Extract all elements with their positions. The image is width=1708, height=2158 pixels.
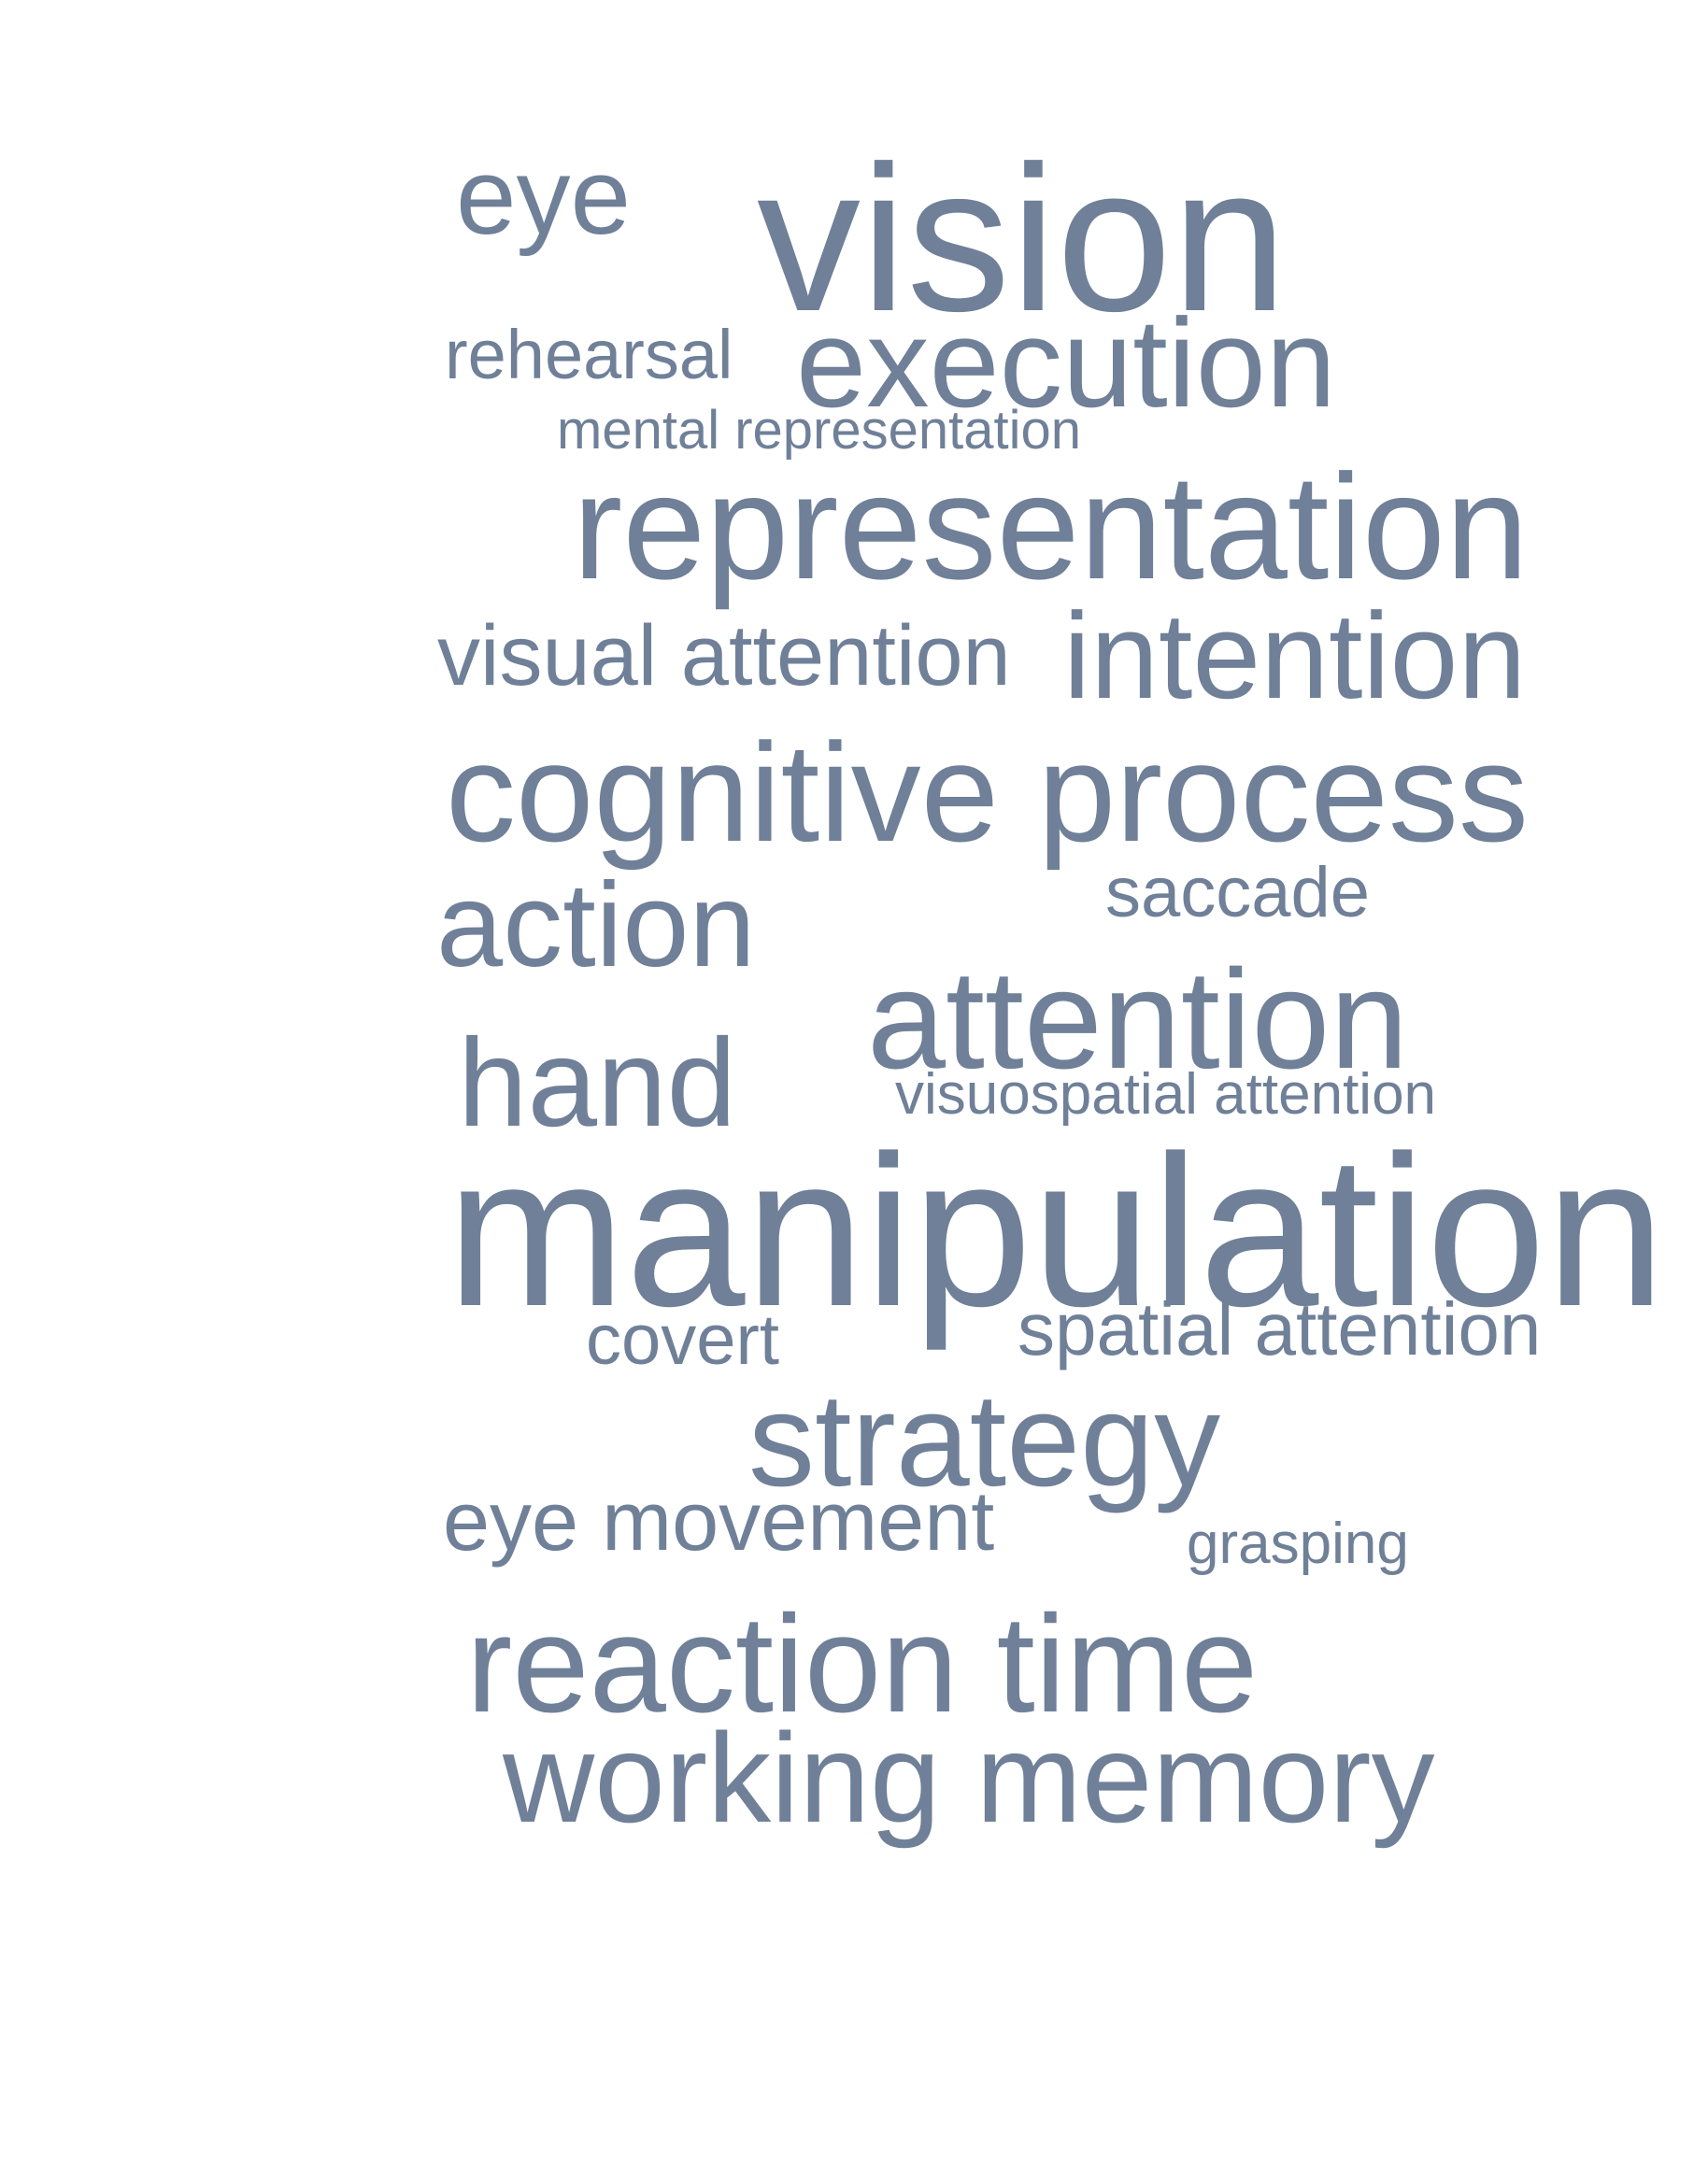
word-eye-movement: eye movement bbox=[443, 1475, 995, 1569]
word-spatial-attention: spatial attention bbox=[1018, 1287, 1542, 1370]
word-manipulation: manipulation bbox=[447, 1111, 1666, 1351]
word-rehearsal: rehearsal bbox=[445, 316, 733, 393]
word-saccade: saccade bbox=[1105, 853, 1371, 932]
word-mental-representation: mental representation bbox=[557, 400, 1081, 461]
word-covert: covert bbox=[586, 1300, 779, 1380]
word-attention: attention bbox=[867, 940, 1409, 1098]
word-working-memory: working memory bbox=[503, 1707, 1435, 1849]
word-intention: intention bbox=[1063, 587, 1527, 724]
word-cognitive-process: cognitive process bbox=[446, 714, 1529, 871]
word-reaction-time: reaction time bbox=[466, 1587, 1259, 1741]
word-visual-attention: visual attention bbox=[437, 608, 1011, 703]
word-visuospatial-attention: visuospatial attention bbox=[895, 1062, 1437, 1127]
word-eye: eye bbox=[456, 135, 632, 257]
word-strategy: strategy bbox=[748, 1366, 1221, 1514]
word-hand: hand bbox=[458, 1014, 737, 1153]
word-representation: representation bbox=[573, 443, 1529, 610]
word-grasping: grasping bbox=[1187, 1512, 1409, 1576]
word-action: action bbox=[436, 859, 756, 992]
word-execution: execution bbox=[796, 292, 1336, 433]
word-vision: vision bbox=[757, 123, 1288, 355]
